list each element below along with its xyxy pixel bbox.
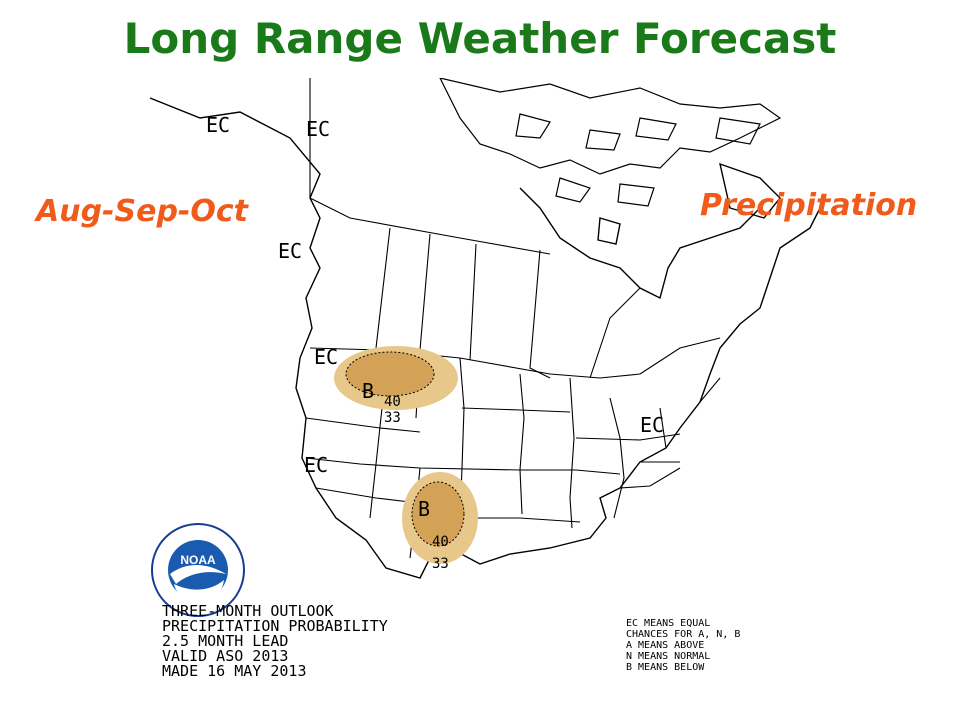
noaa-logo: NOAA: [151, 523, 245, 617]
legend-line: CHANCES FOR A, N, B: [626, 629, 741, 640]
slide-title: Long Range Weather Forecast: [123, 14, 837, 63]
contour-33-south: 33: [432, 556, 449, 572]
ec-label-5: EC: [304, 453, 328, 477]
legend-line: EC MEANS EQUAL: [626, 618, 711, 629]
outlook-line: VALID ASO 2013: [162, 647, 289, 665]
ec-label-2: EC: [306, 117, 330, 141]
political-borders: [305, 78, 721, 559]
legend-text: EC MEANS EQUAL CHANCES FOR A, N, B A MEA…: [626, 618, 740, 673]
ec-label-1: EC: [206, 113, 230, 137]
outlook-text: THREE-MONTH OUTLOOK PRECIPITATION PROBAB…: [162, 604, 388, 679]
contour-40-south: 40: [432, 534, 449, 550]
arctic-coastlines: [439, 78, 782, 207]
below-label-south: B: [418, 497, 430, 521]
ec-label-6: EC: [640, 413, 664, 437]
season-label: Aug-Sep-Oct: [36, 194, 249, 229]
below-label-north: B: [362, 379, 374, 403]
below-40-region-north: [345, 351, 435, 397]
below-normal-regions: [334, 346, 478, 564]
below-40-region-south: [411, 481, 465, 547]
contour-33-north: 33: [384, 410, 401, 426]
map-svg: EC EC EC EC EC EC B B 40 33 40 33: [149, 78, 820, 579]
outlook-line: THREE-MONTH OUTLOOK: [162, 602, 334, 620]
outlook-line: 2.5 MONTH LEAD: [162, 632, 289, 650]
outlook-line: PRECIPITATION PROBABILITY: [162, 617, 388, 635]
variable-label: Precipitation: [700, 188, 918, 223]
contour-40-north: 40: [384, 394, 401, 410]
ec-label-3: EC: [278, 239, 302, 263]
ec-label-4: EC: [314, 345, 338, 369]
legend-line: A MEANS ABOVE: [626, 640, 705, 651]
legend-line: B MEANS BELOW: [626, 662, 705, 673]
logo-agency: NOAA: [180, 553, 216, 567]
legend-line: N MEANS NORMAL: [626, 651, 711, 662]
outlook-line: MADE 16 MAY 2013: [162, 662, 307, 680]
